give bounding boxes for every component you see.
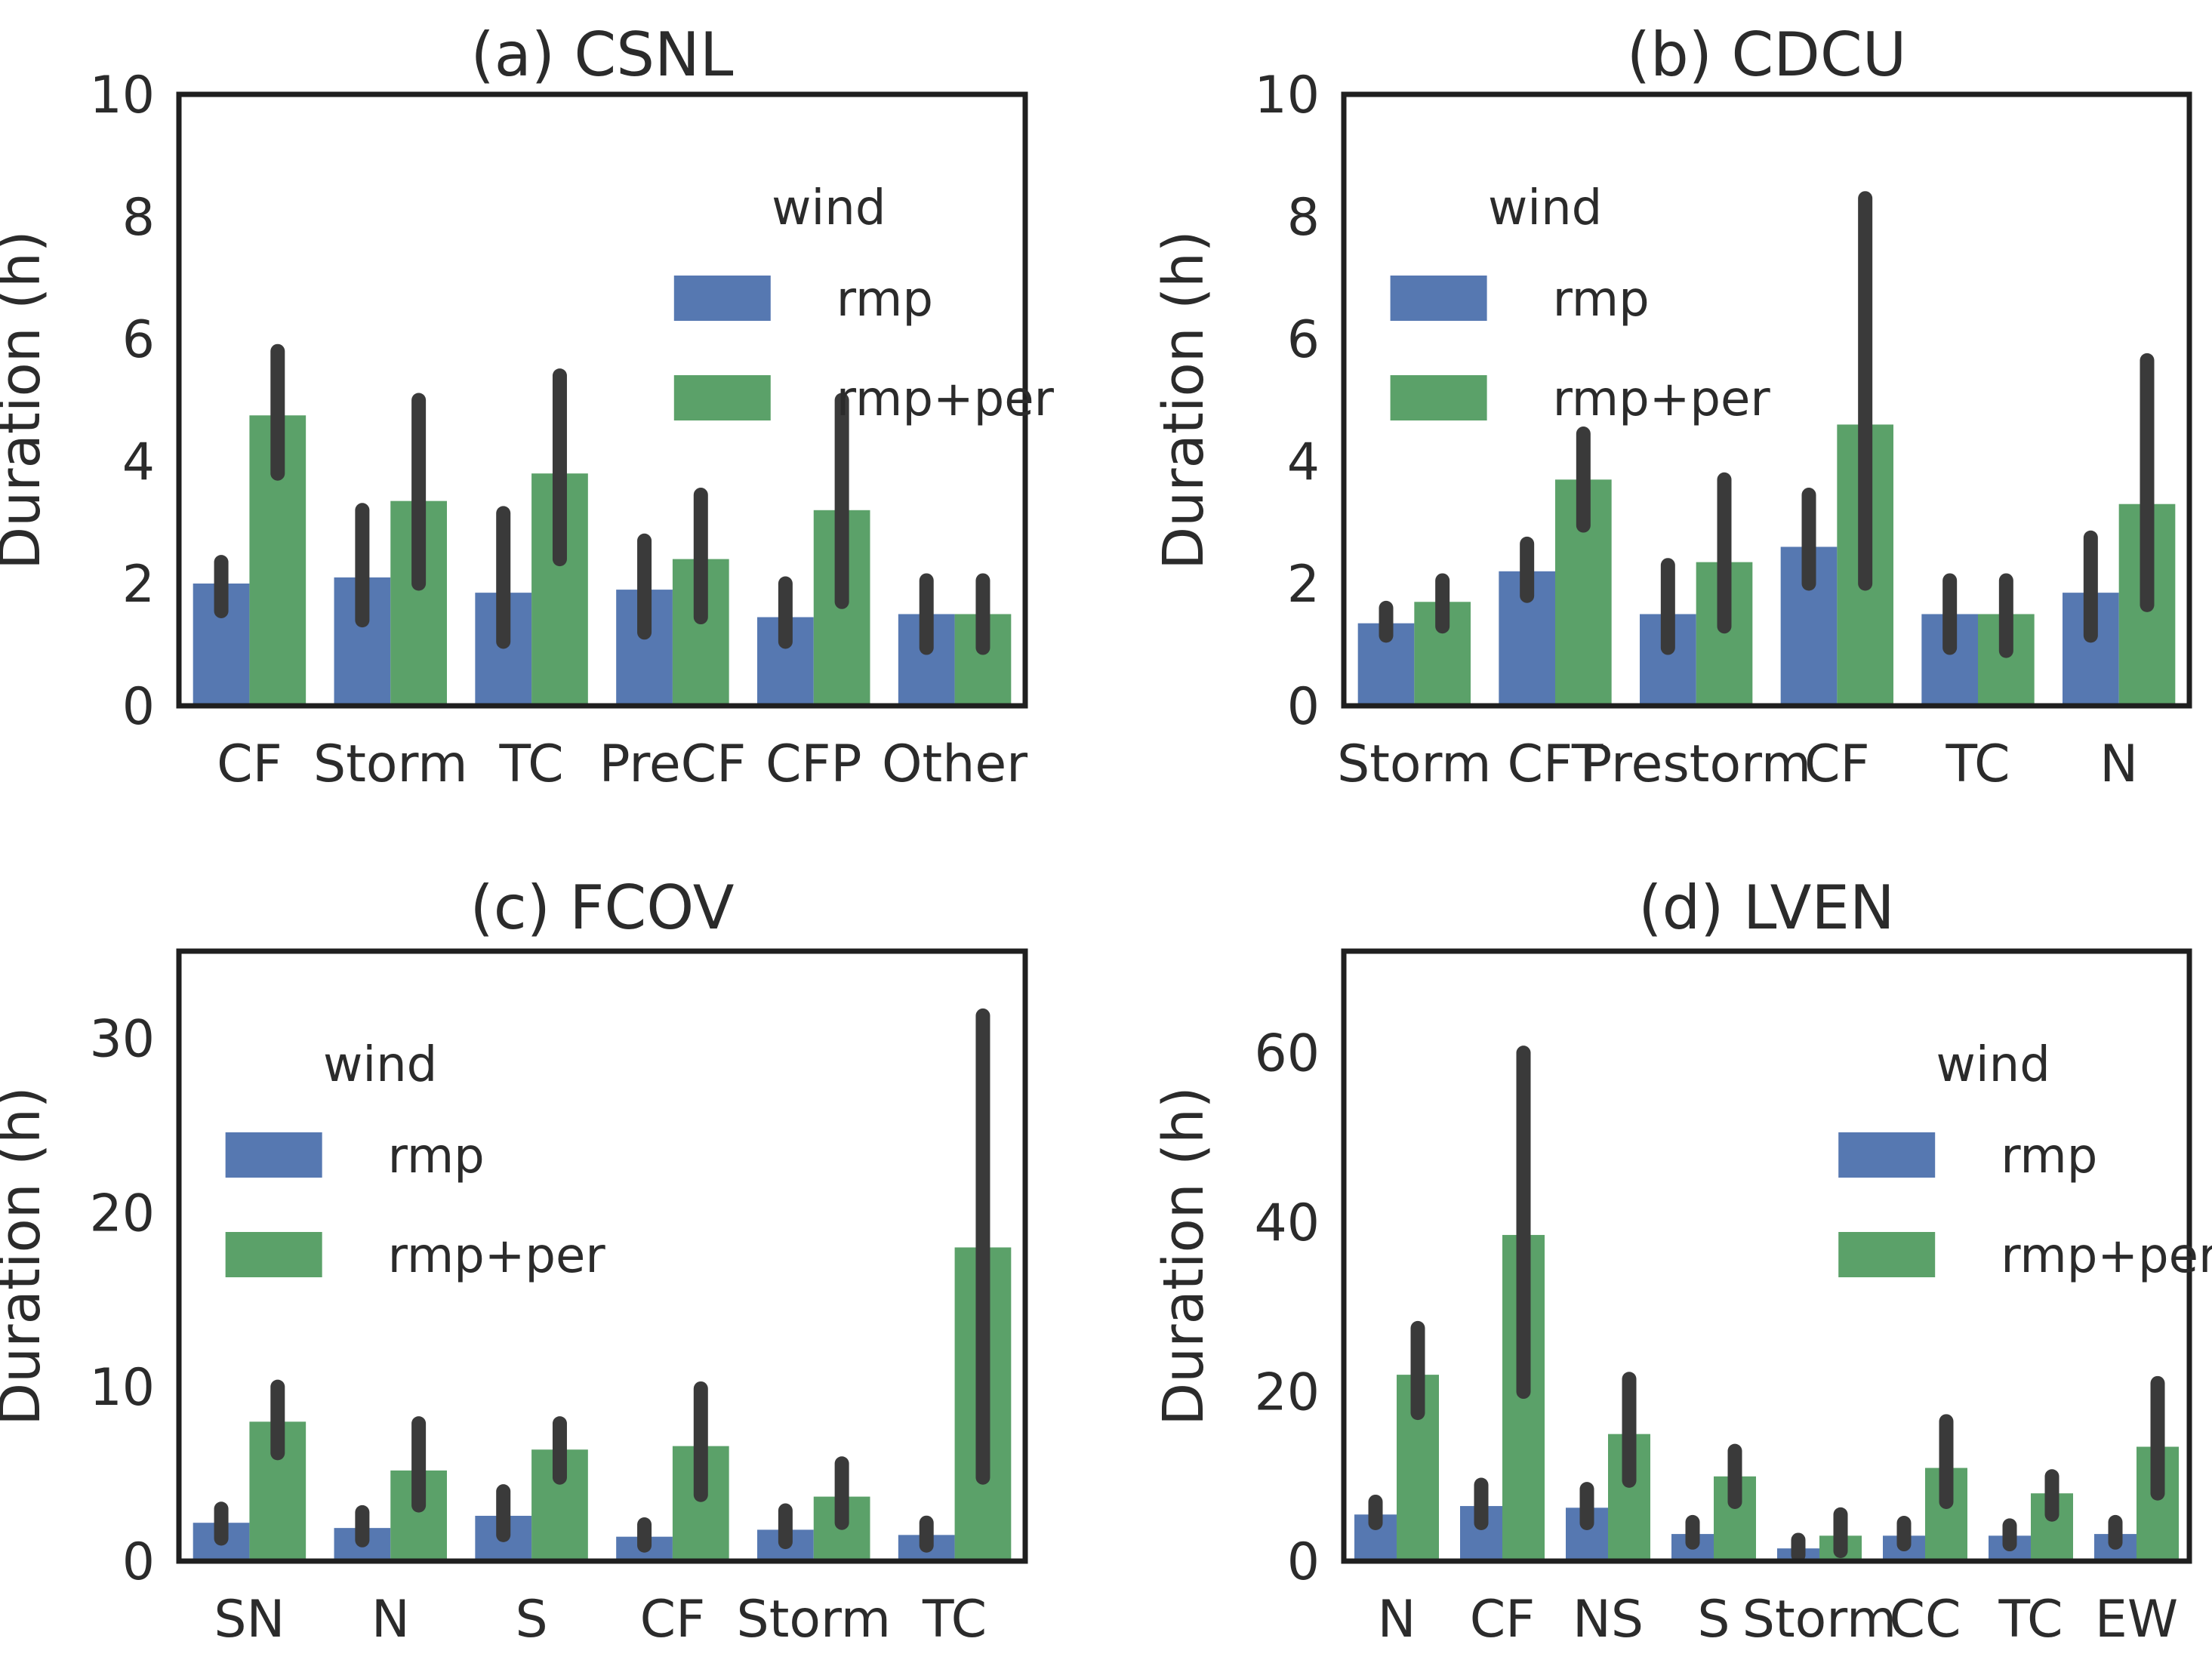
- panel-b-xtick-TC: TC: [1945, 735, 2010, 794]
- panel-d-xtick-N: N: [1378, 1590, 1416, 1649]
- legend-swatch-rmp-b: [1390, 276, 1487, 321]
- legend-swatch-rmp-c: [225, 1132, 322, 1178]
- panel-d-xtick-CC: CC: [1890, 1590, 1961, 1649]
- panel-a-ytick-8: 8: [122, 188, 155, 248]
- legend-title-c: wind: [323, 1037, 437, 1093]
- panel-b-ytick-10: 10: [1254, 66, 1320, 125]
- panel-d-xtick-CF: CF: [1470, 1590, 1536, 1649]
- panel-d-xtick-NS: NS: [1573, 1590, 1644, 1649]
- panel-c-axes-box: [176, 948, 1028, 1564]
- legend-title-a: wind: [772, 180, 886, 236]
- panel-a-xtick-Other: Other: [882, 735, 1027, 794]
- panel-b-ytick-4: 4: [1287, 433, 1320, 492]
- panel-b-axes-box: [1341, 91, 2192, 709]
- panel-b-xtick-Storm: Storm: [1337, 735, 1491, 794]
- panel-b-ytick-0: 0: [1287, 677, 1320, 737]
- panel-b-xtick-CFT: CFT: [1508, 735, 1604, 794]
- panel-b-title: (b) CDCU: [1627, 20, 1907, 90]
- legend-swatch-rmp_per-b: [1390, 375, 1487, 420]
- panel-c-xtick-TC: TC: [922, 1590, 987, 1649]
- legend-swatch-rmp_per-a: [673, 375, 771, 420]
- panel-a-ytick-0: 0: [122, 677, 155, 737]
- panel-c-xtick-CF: CF: [640, 1590, 706, 1649]
- legend-swatch-rmp-d: [1838, 1132, 1936, 1178]
- panel-d-ytick-20: 20: [1254, 1363, 1320, 1423]
- panel-d-title: (d) LVEN: [1638, 873, 1895, 943]
- panel-c-xtick-Storm: Storm: [737, 1590, 891, 1649]
- panel-d-ytick-60: 60: [1254, 1024, 1320, 1084]
- legend-label-rmp-b: rmp: [1553, 272, 1650, 328]
- panel-a-xtick-PreCF: PreCF: [599, 735, 747, 794]
- panel-b-ytick-6: 6: [1287, 310, 1320, 370]
- panel-b-xtick-Prestorm: Prestorm: [1581, 735, 1811, 794]
- legend-swatch-rmp_per-d: [1838, 1232, 1936, 1277]
- panel-d-xtick-EW: EW: [2095, 1590, 2178, 1649]
- legend-title-d: wind: [1936, 1037, 2050, 1093]
- legend-label-rmp_per-c: rmp+per: [388, 1228, 606, 1284]
- panel-d-xtick-S: S: [1697, 1590, 1730, 1649]
- subplot-b-cdcu: (b) CDCU Duration (h) 0 2 4 6 8 10 Storm CFTPrest…: [1151, 20, 2192, 794]
- legend-label-rmp-a: rmp: [836, 272, 933, 328]
- panel-a-ytick-2: 2: [122, 555, 155, 614]
- legend-label-rmp_per-d: rmp+per: [2001, 1228, 2212, 1284]
- panel-b-ytick-8: 8: [1287, 188, 1320, 248]
- panel-c-xtick-N: N: [371, 1590, 410, 1649]
- panel-a-ytick-10: 10: [89, 66, 155, 125]
- panel-b-ytick-2: 2: [1287, 555, 1320, 614]
- panel-a-title: (a) CSNL: [471, 20, 734, 90]
- legend-swatch-rmp-a: [673, 276, 771, 321]
- panel-c-ytick-20: 20: [89, 1184, 155, 1243]
- subplot-a-csnl: (a) CSNL Duration (h) 0 2 4 6 8 10 CF Storm TC PreC…: [0, 20, 1055, 794]
- panel-a-xtick-TC: TC: [499, 735, 564, 794]
- panel-c-xtick-S: S: [515, 1590, 547, 1649]
- panel-d-xtick-TC: TC: [1998, 1590, 2063, 1649]
- panel-c-ytick-10: 10: [89, 1358, 155, 1418]
- legend-label-rmp_per-b: rmp+per: [1553, 371, 1771, 427]
- legend-label-rmp-d: rmp: [2001, 1129, 2097, 1184]
- panel-a-ytick-6: 6: [122, 310, 155, 370]
- panel-b-ylabel: Duration (h): [1151, 230, 1216, 570]
- panel-c-ytick-30: 30: [89, 1009, 155, 1069]
- legend-title-b: wind: [1488, 180, 1602, 236]
- legend-label-rmp_per-a: rmp+per: [836, 371, 1055, 427]
- subplot-d-lven: (d) LVEN Duration (h) 0 20 40 60 N CF NS S StormCC…: [1151, 873, 2212, 1649]
- panel-b-xtick-N: N: [2100, 735, 2138, 794]
- panel-b-xtick-CF: CF: [1804, 735, 1870, 794]
- panel-d-xtick-Storm: Storm: [1742, 1590, 1896, 1649]
- panel-a-ylabel: Duration (h): [0, 230, 53, 570]
- panel-c-ylabel: Duration (h): [0, 1086, 53, 1426]
- panel-a-xtick-CF: CF: [217, 735, 282, 794]
- panel-c-ytick-0: 0: [122, 1532, 155, 1592]
- panel-c-title: (c) FCOV: [470, 873, 735, 943]
- legend-swatch-rmp_per-c: [225, 1232, 322, 1277]
- panel-d-ylabel: Duration (h): [1151, 1086, 1216, 1426]
- subplot-c-fcov: (c) FCOV Duration (h) 0 10 20 30 SN N S CF Storm TC…: [0, 873, 1028, 1649]
- panel-a-ytick-4: 4: [122, 433, 155, 492]
- panel-a-xtick-CFP: CFP: [766, 735, 862, 794]
- panel-d-ytick-40: 40: [1254, 1193, 1320, 1253]
- panel-d-ytick-0: 0: [1287, 1532, 1320, 1592]
- legend-label-rmp-c: rmp: [388, 1129, 485, 1184]
- panel-d-axes-box: [1341, 948, 2192, 1564]
- panel-a-axes-box: [176, 91, 1028, 709]
- panel-a-xtick-Storm: Storm: [313, 735, 467, 794]
- panel-c-xtick-SN: SN: [214, 1590, 285, 1649]
